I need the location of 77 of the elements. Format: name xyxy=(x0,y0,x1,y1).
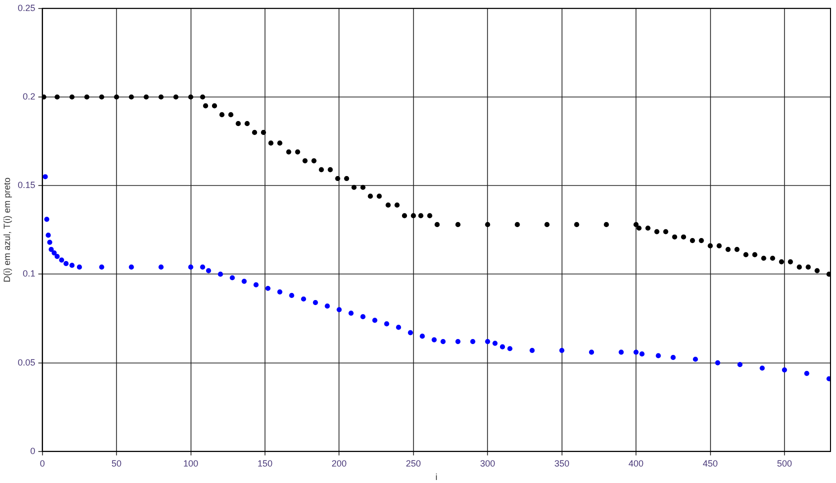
point xyxy=(254,282,259,288)
x-tick-label: 0 xyxy=(40,458,45,468)
y-tick-label: 0.25 xyxy=(18,2,36,13)
point xyxy=(360,314,366,320)
point xyxy=(312,300,318,306)
point xyxy=(670,354,676,360)
point xyxy=(737,362,743,368)
x-tick-label: 500 xyxy=(776,458,792,468)
point xyxy=(507,346,512,352)
point xyxy=(336,307,342,312)
point xyxy=(408,330,413,336)
point xyxy=(384,321,390,326)
x-tick-label: 200 xyxy=(332,458,347,468)
point xyxy=(230,275,235,280)
x-axis-title: i xyxy=(435,472,438,482)
point xyxy=(59,257,64,263)
point xyxy=(432,337,437,342)
point xyxy=(206,268,212,274)
point xyxy=(46,232,51,238)
x-tick-label: 450 xyxy=(702,458,718,468)
point xyxy=(42,174,48,180)
point xyxy=(48,246,54,252)
point xyxy=(265,286,270,291)
point xyxy=(242,278,247,284)
x-tick-label: 350 xyxy=(554,458,570,468)
y-axis-title: D(i) em azul, T(i) em preto xyxy=(2,177,12,282)
point xyxy=(52,250,57,256)
point xyxy=(485,338,490,344)
point xyxy=(634,350,639,355)
point xyxy=(470,338,476,344)
point xyxy=(420,334,425,339)
point xyxy=(324,304,330,309)
point xyxy=(277,289,282,294)
point xyxy=(618,350,624,355)
point xyxy=(656,353,661,358)
point xyxy=(128,264,134,270)
point xyxy=(44,216,50,222)
point xyxy=(639,351,645,356)
point xyxy=(348,310,354,316)
point xyxy=(760,366,765,371)
point xyxy=(559,348,564,353)
point xyxy=(396,324,402,330)
point xyxy=(500,344,506,350)
point xyxy=(47,240,52,245)
point xyxy=(188,264,194,270)
y-tick-label: 0.1 xyxy=(22,268,36,279)
x-tick-label: 250 xyxy=(406,458,421,468)
point xyxy=(76,264,82,270)
point xyxy=(492,340,498,346)
point xyxy=(99,264,104,270)
point xyxy=(715,360,720,366)
x-tick-label: 400 xyxy=(628,458,644,468)
point xyxy=(372,318,378,323)
point xyxy=(826,376,830,382)
point xyxy=(69,262,75,268)
point xyxy=(588,350,594,355)
point xyxy=(804,370,810,376)
y-tick-label: 0.15 xyxy=(18,180,36,190)
point xyxy=(440,338,446,344)
x-tick-label: 300 xyxy=(480,458,496,468)
y-tick-label: 0.2 xyxy=(22,91,36,102)
point xyxy=(530,348,535,353)
point xyxy=(289,292,294,298)
y-tick-label: 0 xyxy=(30,446,36,456)
y-tick-label: 0.05 xyxy=(18,357,36,368)
point xyxy=(218,272,223,277)
point xyxy=(301,296,306,302)
point xyxy=(64,261,69,266)
x-tick-label: 150 xyxy=(257,458,272,468)
point xyxy=(54,254,60,260)
point xyxy=(158,264,164,270)
x-tick-label: 50 xyxy=(112,458,122,468)
x-tick-label: 100 xyxy=(183,458,198,468)
point xyxy=(692,356,698,362)
point xyxy=(782,367,788,372)
point xyxy=(200,264,206,270)
point xyxy=(455,338,460,344)
